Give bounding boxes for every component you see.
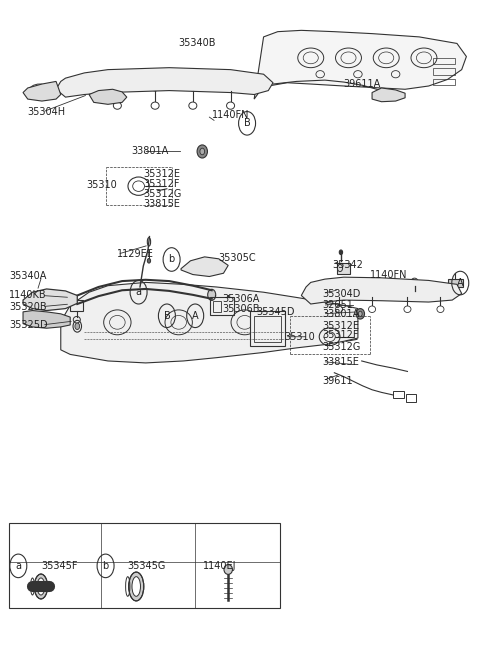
Bar: [447, 279, 463, 287]
Text: 33815E: 33815E: [323, 357, 360, 367]
Text: 1140FN: 1140FN: [212, 111, 249, 121]
Text: B: B: [164, 311, 170, 321]
Bar: [407, 394, 416, 402]
Ellipse shape: [197, 145, 207, 158]
Ellipse shape: [224, 565, 232, 574]
Text: 39611A: 39611A: [344, 79, 381, 89]
Polygon shape: [56, 68, 273, 97]
Polygon shape: [23, 82, 61, 101]
Text: 1140EJ: 1140EJ: [203, 561, 237, 571]
Text: 35304D: 35304D: [323, 288, 361, 298]
Text: 33815E: 33815E: [144, 200, 180, 210]
Text: 33801A: 33801A: [132, 147, 169, 156]
Text: 35320B: 35320B: [9, 302, 47, 312]
Text: a: a: [135, 287, 142, 297]
Text: 35312G: 35312G: [323, 341, 361, 351]
Polygon shape: [181, 257, 228, 276]
Text: 35345F: 35345F: [41, 561, 77, 571]
Text: 35312G: 35312G: [144, 189, 182, 199]
Text: 35345G: 35345G: [128, 561, 166, 571]
Text: b: b: [102, 561, 108, 571]
Ellipse shape: [200, 149, 204, 154]
Text: b: b: [168, 255, 175, 265]
Ellipse shape: [129, 572, 144, 601]
Ellipse shape: [208, 289, 216, 300]
Ellipse shape: [356, 308, 364, 319]
Ellipse shape: [75, 323, 80, 330]
Text: 1129EE: 1129EE: [118, 249, 154, 259]
Ellipse shape: [37, 578, 45, 595]
Text: 35340B: 35340B: [179, 38, 216, 48]
Bar: [213, 301, 221, 312]
Text: 35342: 35342: [332, 260, 363, 270]
Text: A: A: [457, 278, 464, 288]
Text: 1140FN: 1140FN: [370, 270, 407, 280]
Ellipse shape: [35, 574, 48, 599]
Text: a: a: [15, 561, 21, 571]
Bar: [433, 79, 455, 86]
Bar: [336, 280, 350, 291]
Text: 35306A: 35306A: [222, 294, 260, 304]
Bar: [9, 522, 280, 608]
Bar: [210, 297, 234, 315]
Text: 1140KB: 1140KB: [9, 290, 47, 300]
Text: 35345D: 35345D: [256, 307, 295, 317]
Bar: [336, 263, 350, 274]
Bar: [70, 300, 84, 311]
Text: 35304H: 35304H: [28, 107, 66, 117]
Text: 32651: 32651: [323, 300, 353, 310]
Text: 35325D: 35325D: [9, 320, 48, 330]
Text: 35310: 35310: [87, 180, 118, 190]
Text: 35312E: 35312E: [323, 322, 360, 332]
Bar: [253, 316, 281, 342]
Text: 39611: 39611: [323, 376, 353, 386]
Bar: [251, 311, 285, 346]
Polygon shape: [89, 90, 127, 104]
Ellipse shape: [339, 250, 343, 255]
Polygon shape: [23, 310, 70, 328]
Polygon shape: [372, 88, 405, 101]
Text: 35312F: 35312F: [323, 330, 359, 340]
Text: 35310: 35310: [285, 332, 315, 341]
Bar: [433, 68, 455, 75]
Text: A: A: [192, 311, 199, 321]
Text: 35305C: 35305C: [219, 253, 256, 263]
Text: 35312F: 35312F: [144, 178, 180, 188]
Text: 35306B: 35306B: [222, 304, 260, 314]
Text: B: B: [244, 118, 251, 129]
Polygon shape: [254, 30, 467, 99]
Ellipse shape: [132, 577, 141, 596]
Text: 35312E: 35312E: [144, 169, 180, 180]
Polygon shape: [61, 282, 358, 363]
Ellipse shape: [359, 311, 362, 316]
Text: 35340A: 35340A: [9, 271, 46, 281]
Text: 33801A: 33801A: [323, 309, 360, 319]
Polygon shape: [23, 289, 77, 310]
Bar: [433, 58, 455, 64]
Polygon shape: [301, 277, 462, 304]
Bar: [393, 391, 404, 398]
Ellipse shape: [147, 259, 151, 263]
